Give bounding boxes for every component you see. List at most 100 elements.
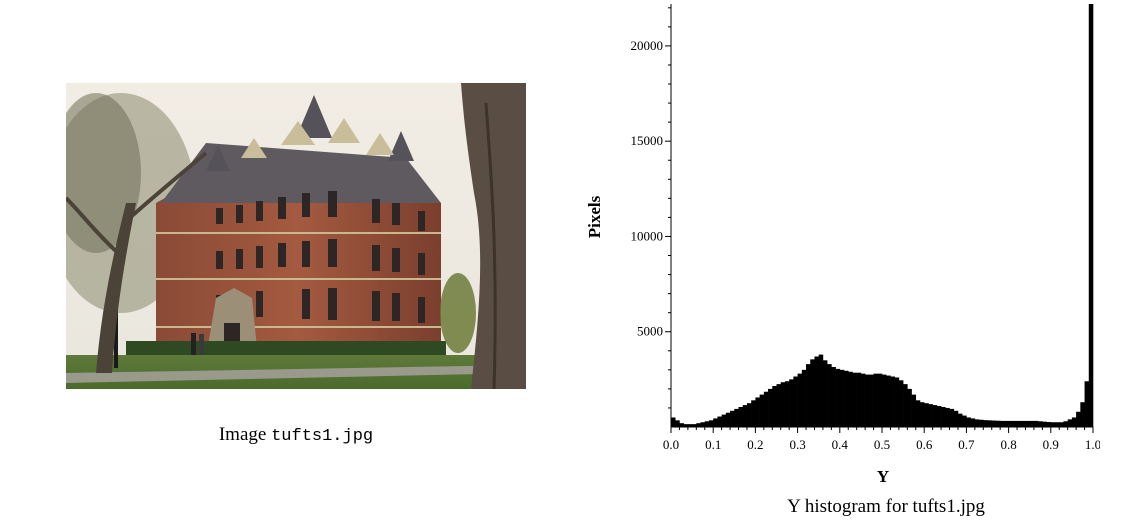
histogram-bar [776,384,782,427]
histogram-bar [970,418,976,427]
histogram-bar [751,400,756,427]
histogram-bar [991,420,997,427]
histogram-bar [700,422,706,427]
histogram-bar [738,406,744,427]
histogram-bar [1088,4,1094,427]
histogram-bar [696,423,701,427]
histogram-bar [742,405,748,427]
histogram-bar [1000,420,1005,427]
histogram-bar [932,405,938,427]
histogram-bar [713,418,718,427]
histogram-bar [987,420,993,427]
x-tick-label: 0.7 [958,437,975,452]
histogram-bar [780,382,786,427]
x-tick-label: 0.8 [1000,437,1016,452]
histogram-bar [983,420,988,427]
histogram-bar [882,374,887,427]
histogram-bar [953,410,959,427]
histogram-bar [789,379,794,427]
histogram-bar [810,359,815,427]
histogram-bar [746,403,752,427]
histogram-bar [1042,421,1047,427]
histogram-bar [1067,419,1073,427]
histogram-bar [822,360,828,427]
x-tick-label: 0.6 [916,437,933,452]
histogram-bar [886,375,891,427]
histogram-bar [1063,421,1068,427]
histogram-bar [949,408,955,427]
histogram-bar [806,364,811,427]
histogram-bar [919,402,925,427]
histogram-bar [797,373,803,427]
histogram-bar [979,419,984,427]
histogram-bar [814,356,819,427]
histogram-bar [818,354,824,427]
histogram-bar [890,376,895,427]
histogram-bar [1080,402,1085,427]
x-tick-label: 1.0 [1085,437,1100,452]
histogram-bar [1008,420,1014,427]
histogram-bar [945,407,950,427]
histogram-bar [725,412,731,427]
histogram-bar [793,376,798,427]
histogram-bar [995,420,1001,427]
histogram-bar [801,369,807,427]
y-tick-label: 15000 [631,133,664,148]
histogram-bar [936,406,942,427]
image-caption-filename: tufts1.jpg [271,427,374,446]
histogram-bar [763,391,769,427]
histogram-bar [734,408,739,427]
histogram-bar [1076,411,1081,427]
histogram-bar [915,400,921,427]
histogram-bar [755,397,760,427]
histogram-bar [1084,381,1090,427]
histogram-bar [1021,420,1026,427]
histogram-bar [856,372,862,427]
chart-caption: Y histogram for tufts1.jpg [787,496,985,517]
histogram-bar [869,374,874,427]
x-tick-label: 0.4 [832,437,849,452]
histogram-bar [924,403,929,427]
histogram-bar [974,419,980,427]
histogram-bar [877,373,883,427]
histogram-bar [898,380,904,427]
histogram-bar [860,373,866,427]
histogram-bar [1012,420,1018,427]
histogram-bar [831,366,836,427]
x-tick-label: 0.3 [789,437,805,452]
histogram-bar [1029,420,1035,427]
histogram-bar [1025,420,1030,427]
building-photo-illustration [66,83,526,389]
histogram-bar [873,373,879,427]
histogram-bar [708,420,714,427]
histogram-bar [704,421,710,427]
histogram-bar [852,372,857,427]
histogram-bar [903,384,908,427]
histogram-bar [1055,422,1060,427]
histogram-bar [844,370,849,427]
histogram-plot-area: 5000 10000 15000 20000 0.0 0.1 0.2 0.3 0.4 0.5 0.6… [631,4,1100,452]
histogram-bar [839,369,845,427]
histogram-bar [941,406,946,427]
histogram-bar [928,404,933,427]
y-tick-label: 20000 [631,38,664,53]
histogram-chart: 5000 10000 15000 20000 0.0 0.1 0.2 0.3 0.4 0.5 0.6… [585,4,1100,486]
y-tick-label: 10000 [631,228,664,243]
histogram-bar [1046,422,1052,427]
histogram-bar [907,388,912,427]
histogram-bar [687,424,693,427]
histogram-bar [865,374,870,427]
building-photo [66,83,526,389]
histogram-bar [717,416,722,427]
x-tick-label: 0.2 [747,437,763,452]
x-tick-label: 0.0 [663,437,679,452]
histogram-bar [1038,421,1043,427]
histogram-bar [1050,422,1056,427]
histogram-bar [772,386,777,427]
histogram-bar [675,420,680,427]
histogram-bar [730,410,735,427]
x-axis-title: Y [877,467,889,486]
y-tick-label: 5000 [637,324,663,339]
histogram-bar [835,368,841,427]
histogram-bar [1017,420,1022,427]
